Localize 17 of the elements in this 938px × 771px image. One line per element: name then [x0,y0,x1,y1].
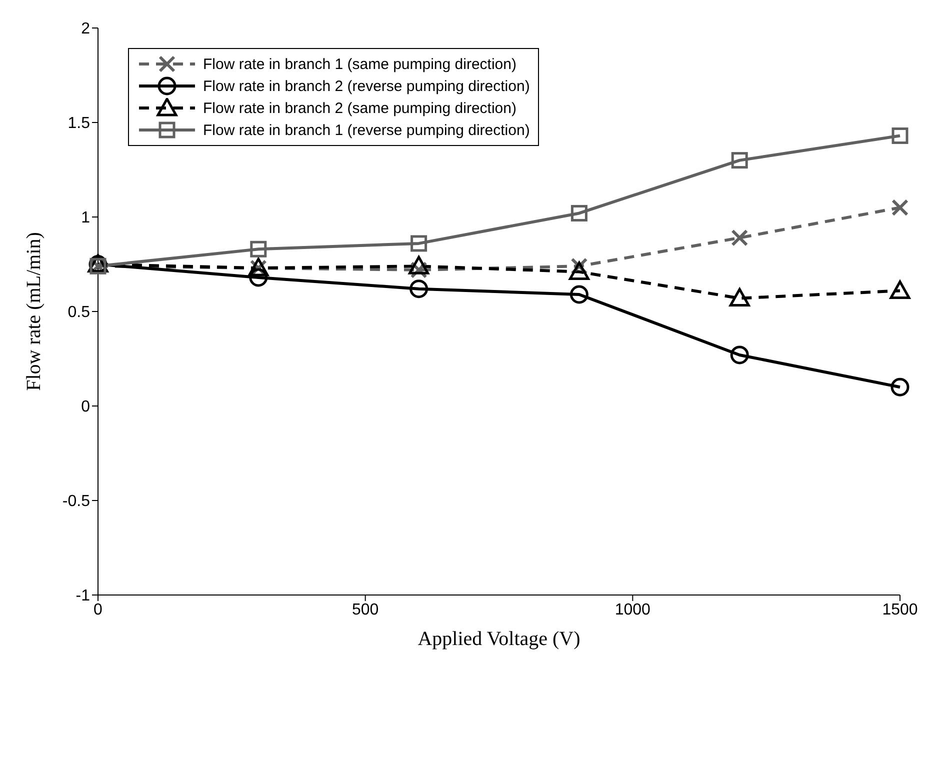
legend-label: Flow rate in branch 1 (same pumping direction) [203,56,516,72]
x-tick-label: 1500 [882,601,918,618]
x-axis-title: Applied Voltage (V) [418,628,580,650]
legend-label: Flow rate in branch 2 (same pumping direction) [203,100,516,116]
y-tick-label: 1.5 [68,115,90,132]
y-tick-label: 0 [81,398,90,416]
x-tick-label: 0 [94,601,103,618]
y-tick-label: -0.5 [62,493,90,510]
y-tick-label: 2 [81,20,90,38]
y-axis-title: Flow rate (mL/min) [23,232,46,391]
x-tick-label: 1000 [614,601,651,618]
x-tick-label: 500 [352,601,379,618]
y-tick-label: 1 [81,210,90,227]
y-tick-label: -1 [76,588,90,605]
y-tick-label: 0.5 [68,304,90,322]
legend-label: Flow rate in branch 2 (reverse pumping direction) [203,78,530,94]
legend-label: Flow rate in branch 1 (reverse pumping direction) [203,122,530,138]
